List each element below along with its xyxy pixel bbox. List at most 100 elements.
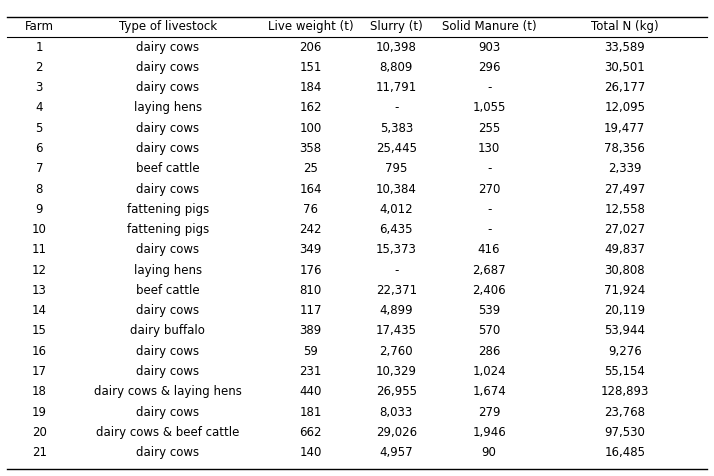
Text: 53,944: 53,944 (604, 325, 645, 337)
Text: beef cattle: beef cattle (136, 162, 200, 175)
Text: dairy cows: dairy cows (136, 40, 199, 54)
Text: 14: 14 (31, 304, 47, 317)
Text: dairy cows: dairy cows (136, 122, 199, 135)
Text: 26,955: 26,955 (376, 385, 417, 398)
Text: 11,791: 11,791 (376, 81, 417, 94)
Text: 2,339: 2,339 (608, 162, 641, 175)
Text: Farm: Farm (25, 20, 54, 33)
Text: 27,497: 27,497 (604, 182, 645, 196)
Text: 242: 242 (299, 223, 322, 236)
Text: 19,477: 19,477 (604, 122, 645, 135)
Text: 17: 17 (31, 365, 47, 378)
Text: 255: 255 (478, 122, 501, 135)
Text: 10,384: 10,384 (376, 182, 417, 196)
Text: 15,373: 15,373 (376, 243, 417, 257)
Text: 20: 20 (32, 426, 46, 439)
Text: 9,276: 9,276 (608, 345, 642, 358)
Text: 17,435: 17,435 (376, 325, 417, 337)
Text: 9: 9 (36, 203, 43, 216)
Text: -: - (487, 81, 491, 94)
Text: dairy cows & laying hens: dairy cows & laying hens (94, 385, 242, 398)
Text: dairy buffalo: dairy buffalo (131, 325, 205, 337)
Text: 164: 164 (299, 182, 322, 196)
Text: 286: 286 (478, 345, 501, 358)
Text: 4,957: 4,957 (379, 446, 413, 459)
Text: 358: 358 (300, 142, 321, 155)
Text: 2,760: 2,760 (379, 345, 413, 358)
Text: 184: 184 (299, 81, 322, 94)
Text: 206: 206 (299, 40, 322, 54)
Text: 140: 140 (299, 446, 322, 459)
Text: 176: 176 (299, 264, 322, 277)
Text: 117: 117 (299, 304, 322, 317)
Text: 2,687: 2,687 (472, 264, 506, 277)
Text: 71,924: 71,924 (604, 284, 645, 297)
Text: 903: 903 (478, 40, 501, 54)
Text: dairy cows: dairy cows (136, 243, 199, 257)
Text: 4: 4 (36, 101, 43, 114)
Text: Solid Manure (t): Solid Manure (t) (442, 20, 536, 33)
Text: 181: 181 (299, 406, 322, 418)
Text: 231: 231 (299, 365, 322, 378)
Text: 151: 151 (299, 61, 322, 74)
Text: 5,383: 5,383 (380, 122, 413, 135)
Text: dairy cows: dairy cows (136, 61, 199, 74)
Text: 13: 13 (32, 284, 46, 297)
Text: 18: 18 (32, 385, 46, 398)
Text: 279: 279 (478, 406, 501, 418)
Text: 12,558: 12,558 (604, 203, 645, 216)
Text: 22,371: 22,371 (376, 284, 417, 297)
Text: 12: 12 (31, 264, 47, 277)
Text: 10,329: 10,329 (376, 365, 417, 378)
Text: dairy cows: dairy cows (136, 345, 199, 358)
Text: 162: 162 (299, 101, 322, 114)
Text: fattening pigs: fattening pigs (126, 203, 209, 216)
Text: 11: 11 (31, 243, 47, 257)
Text: dairy cows: dairy cows (136, 304, 199, 317)
Text: 4,012: 4,012 (379, 203, 413, 216)
Text: 5: 5 (36, 122, 43, 135)
Text: 7: 7 (36, 162, 43, 175)
Text: 440: 440 (299, 385, 322, 398)
Text: laying hens: laying hens (134, 264, 202, 277)
Text: 416: 416 (478, 243, 501, 257)
Text: 2: 2 (36, 61, 43, 74)
Text: -: - (394, 101, 398, 114)
Text: 10: 10 (32, 223, 46, 236)
Text: 2,406: 2,406 (472, 284, 506, 297)
Text: 6,435: 6,435 (380, 223, 413, 236)
Text: 21: 21 (31, 446, 47, 459)
Text: Total N (kg): Total N (kg) (591, 20, 658, 33)
Text: beef cattle: beef cattle (136, 284, 200, 297)
Text: 25,445: 25,445 (376, 142, 417, 155)
Text: 78,356: 78,356 (604, 142, 645, 155)
Text: 8,809: 8,809 (380, 61, 413, 74)
Text: 1,055: 1,055 (473, 101, 506, 114)
Text: Live weight (t): Live weight (t) (268, 20, 353, 33)
Text: 810: 810 (299, 284, 322, 297)
Text: 8,033: 8,033 (380, 406, 413, 418)
Text: 12,095: 12,095 (604, 101, 645, 114)
Text: 29,026: 29,026 (376, 426, 417, 439)
Text: dairy cows: dairy cows (136, 446, 199, 459)
Text: 662: 662 (299, 426, 322, 439)
Text: 130: 130 (478, 142, 501, 155)
Text: 20,119: 20,119 (604, 304, 645, 317)
Text: dairy cows & beef cattle: dairy cows & beef cattle (96, 426, 239, 439)
Text: -: - (487, 162, 491, 175)
Text: 25: 25 (303, 162, 318, 175)
Text: 8: 8 (36, 182, 43, 196)
Text: 30,808: 30,808 (605, 264, 645, 277)
Text: 296: 296 (478, 61, 501, 74)
Text: 3: 3 (36, 81, 43, 94)
Text: 23,768: 23,768 (604, 406, 645, 418)
Text: Type of livestock: Type of livestock (119, 20, 217, 33)
Text: 97,530: 97,530 (604, 426, 645, 439)
Text: 59: 59 (303, 345, 318, 358)
Text: 33,589: 33,589 (604, 40, 645, 54)
Text: 19: 19 (31, 406, 47, 418)
Text: 1: 1 (36, 40, 43, 54)
Text: laying hens: laying hens (134, 101, 202, 114)
Text: fattening pigs: fattening pigs (126, 223, 209, 236)
Text: 15: 15 (32, 325, 46, 337)
